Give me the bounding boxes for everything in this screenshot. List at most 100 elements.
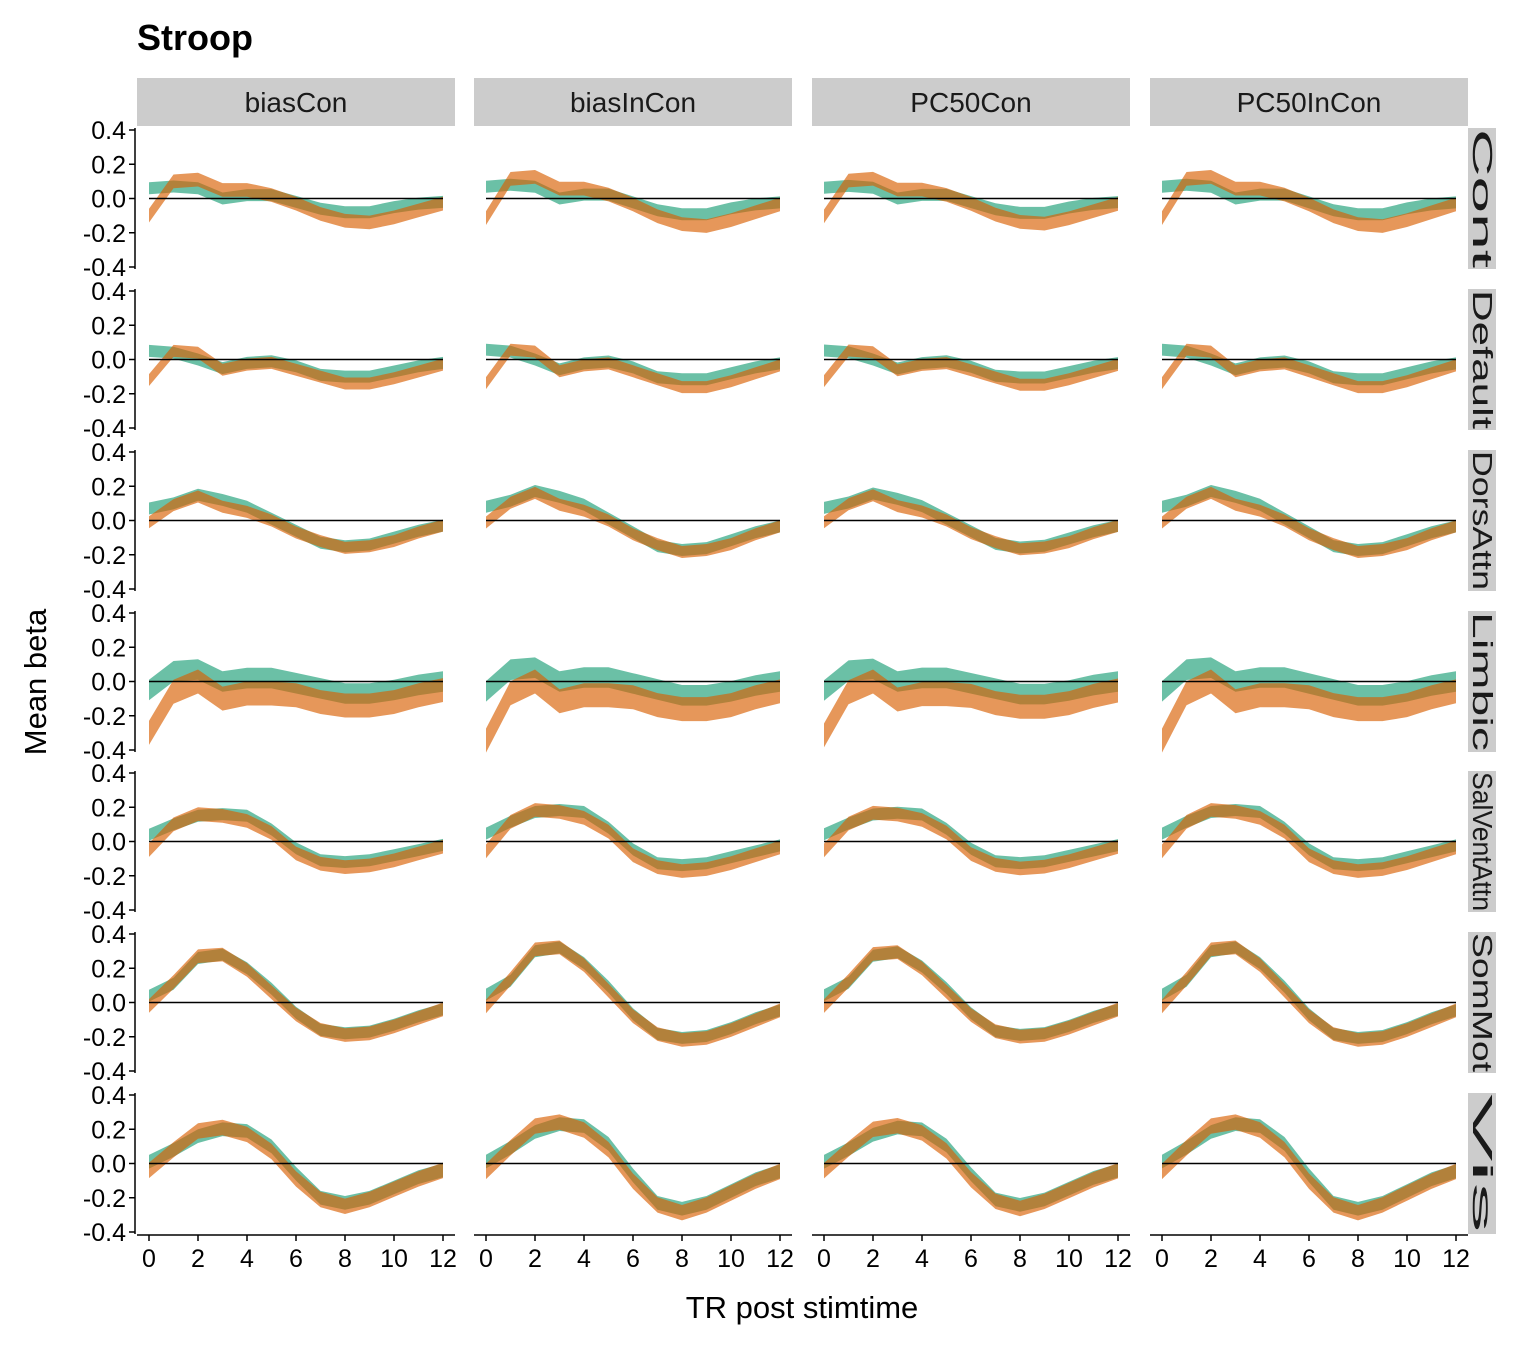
y-tick-label: 0.2 — [91, 1116, 126, 1144]
y-tick-label: 0.4 — [91, 921, 126, 949]
x-tick-label: 10 — [1055, 1245, 1083, 1273]
row-strip-label: SalVentAttn — [1467, 772, 1498, 911]
y-tick-label: 0.2 — [91, 634, 126, 662]
ribbon-series-orange — [824, 489, 1118, 556]
ribbon-series-orange — [486, 1114, 780, 1221]
row-strip — [1468, 771, 1496, 912]
x-tick-label: 12 — [1442, 1245, 1470, 1273]
y-tick-label: -0.4 — [83, 576, 126, 604]
column-strip — [137, 78, 455, 126]
y-tick-label: 0.2 — [91, 312, 126, 340]
column-strip-label: biasInCon — [570, 87, 696, 118]
ribbon-series-orange — [149, 344, 443, 390]
ribbon-series-orange — [824, 171, 1118, 231]
row-strip — [1468, 128, 1496, 269]
ribbon-series-orange — [486, 803, 780, 878]
column-strip-label: PC50Con — [910, 87, 1031, 118]
row-strip — [1468, 611, 1496, 752]
y-tick-label: 0.0 — [91, 1151, 126, 1179]
x-tick-label: 2 — [528, 1245, 542, 1273]
facet-grid: biasCon biasInCon PC50Con PC50InCon Cont Defa… — [83, 78, 1498, 1273]
x-tick-label: 6 — [626, 1245, 640, 1273]
ribbon-series-orange — [824, 945, 1118, 1044]
y-tick-label: -0.2 — [83, 542, 126, 570]
x-tick-label: 0 — [1155, 1245, 1169, 1273]
row-strip-label: Cont — [1467, 129, 1498, 268]
ribbon-series-orange — [824, 344, 1118, 391]
ribbon-series-orange — [1162, 486, 1456, 558]
ribbon-series-orange — [486, 170, 780, 233]
y-tick-label: 0.0 — [91, 829, 126, 857]
ribbon-series-orange — [1162, 669, 1456, 753]
y-tick-label: -0.4 — [83, 737, 126, 765]
x-tick-label: 6 — [289, 1245, 303, 1273]
x-tick-label: 4 — [240, 1245, 254, 1273]
row-strip — [1468, 932, 1496, 1073]
ribbon-series-orange — [486, 486, 780, 558]
y-tick-label: -0.2 — [83, 703, 126, 731]
y-tick-label: -0.4 — [83, 1219, 126, 1247]
x-tick-label: 10 — [717, 1245, 745, 1273]
column-strip — [474, 78, 792, 126]
y-tick-label: -0.2 — [83, 381, 126, 409]
y-tick-label: -0.4 — [83, 254, 126, 282]
ribbon-series-orange — [149, 490, 443, 554]
y-tick-label: 0.2 — [91, 955, 126, 983]
x-tick-label: 0 — [817, 1245, 831, 1273]
y-tick-label: 0.4 — [91, 117, 126, 145]
y-tick-label: 0.4 — [91, 600, 126, 628]
row-strip-label: Vis — [1467, 1094, 1498, 1233]
column-strip — [812, 78, 1130, 126]
column-strip — [1150, 78, 1468, 126]
x-tick-label: 0 — [479, 1245, 493, 1273]
ribbon-series-orange — [486, 669, 780, 753]
ribbon-series-orange — [1162, 343, 1456, 394]
y-tick-label: 0.2 — [91, 473, 126, 501]
x-tick-label: 6 — [964, 1245, 978, 1273]
x-tick-label: 8 — [1013, 1245, 1027, 1273]
y-tick-label: -0.2 — [83, 1185, 126, 1213]
ribbon-series-orange — [149, 172, 443, 230]
ribbon-series-orange — [1162, 940, 1456, 1047]
x-tick-label: 8 — [338, 1245, 352, 1273]
ribbon-series-orange — [486, 940, 780, 1047]
ribbon-series-orange — [1162, 1114, 1456, 1221]
row-strip — [1468, 289, 1496, 430]
y-tick-label: 0.2 — [91, 151, 126, 179]
ribbon-series-orange — [149, 807, 443, 874]
x-tick-label: 2 — [866, 1245, 880, 1273]
x-tick-label: 12 — [766, 1245, 794, 1273]
y-tick-label: 0.0 — [91, 508, 126, 536]
y-tick-label: 0.0 — [91, 669, 126, 697]
y-tick-label: -0.4 — [83, 415, 126, 443]
x-tick-label: 10 — [380, 1245, 408, 1273]
ribbon-series-orange — [1162, 170, 1456, 233]
y-tick-label: 0.0 — [91, 347, 126, 375]
x-tick-label: 4 — [577, 1245, 591, 1273]
row-strip-label: DorsAttn — [1467, 451, 1498, 590]
x-tick-label: 4 — [915, 1245, 929, 1273]
y-tick-label: 0.4 — [91, 1082, 126, 1110]
chart-title: Stroop — [137, 17, 253, 58]
ribbon-series-orange — [824, 669, 1118, 748]
y-tick-label: 0.4 — [91, 439, 126, 467]
ribbon-series-orange — [824, 1118, 1118, 1217]
x-tick-label: 8 — [675, 1245, 689, 1273]
y-tick-label: 0.0 — [91, 990, 126, 1018]
x-axis-title: TR post stimtime — [686, 1290, 919, 1325]
x-tick-label: 8 — [1351, 1245, 1365, 1273]
y-tick-label: -0.2 — [83, 1024, 126, 1052]
ribbon-series-orange — [149, 947, 443, 1042]
x-tick-label: 12 — [429, 1245, 457, 1273]
y-tick-label: -0.4 — [83, 897, 126, 925]
row-strip — [1468, 1093, 1496, 1234]
y-tick-label: 0.2 — [91, 794, 126, 822]
column-strip-label: biasCon — [245, 87, 348, 118]
y-tick-label: -0.2 — [83, 220, 126, 248]
ribbon-series-orange — [1162, 803, 1456, 878]
column-strip-label: PC50InCon — [1237, 87, 1382, 118]
row-strip — [1468, 450, 1496, 591]
x-tick-label: 10 — [1393, 1245, 1421, 1273]
